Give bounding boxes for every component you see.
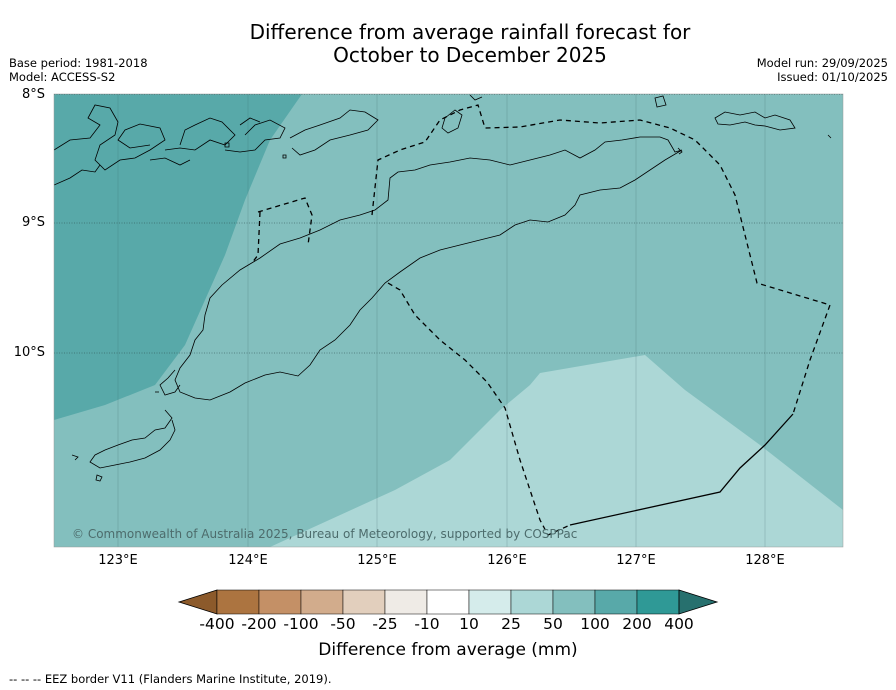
lon-label: 123°E — [98, 553, 138, 568]
lon-label: 127°E — [616, 553, 656, 568]
lon-label: 124°E — [228, 553, 268, 568]
lat-label: 10°S — [13, 345, 45, 360]
colorbar-title: Difference from average (mm) — [318, 640, 578, 660]
colorbar-swatch — [258, 589, 302, 615]
colorbar-arrow-low — [177, 589, 218, 615]
colorbar-tick-label: -200 — [241, 615, 277, 633]
lat-label: 9°S — [21, 215, 45, 230]
colorbar-swatch — [594, 589, 638, 615]
colorbar-swatch — [468, 589, 512, 615]
band-25-50-area — [270, 355, 843, 547]
issued-date: Issued: 01/10/2025 — [777, 70, 888, 84]
lon-label: 126°E — [487, 553, 527, 568]
copyright-notice: © Commonwealth of Australia 2025, Bureau… — [72, 527, 578, 541]
model-run: Model run: 29/09/2025 — [756, 56, 888, 70]
colorbar-swatch — [342, 589, 386, 615]
colorbar-tick-label: -25 — [372, 615, 398, 633]
colorbar-tick-label: -400 — [199, 615, 235, 633]
lat-label: 8°S — [21, 87, 45, 102]
colorbar-tick-label: 200 — [622, 615, 652, 633]
colorbar — [177, 589, 719, 615]
colorbar-tick-label: 400 — [664, 615, 694, 633]
maritime-boundary — [569, 413, 794, 526]
model-name: Model: ACCESS-S2 — [9, 70, 116, 84]
colorbar-swatch — [300, 589, 344, 615]
footnote-eez: -- -- -- EEZ border V11 (Flanders Marine… — [9, 672, 332, 686]
colorbar-swatch — [216, 589, 260, 615]
colorbar-tick-label: -10 — [414, 615, 440, 633]
lon-label: 128°E — [745, 553, 785, 568]
lon-label: 125°E — [357, 553, 397, 568]
colorbar-swatch — [552, 589, 596, 615]
colorbar-arrow-high — [678, 589, 719, 615]
base-period: Base period: 1981-2018 — [9, 56, 148, 70]
colorbar-tick-label: 25 — [501, 615, 521, 633]
map-title-line-2: October to December 2025 — [333, 43, 607, 67]
colorbar-tick-label: 10 — [459, 615, 479, 633]
map-title-line-1: Difference from average rainfall forecas… — [249, 20, 691, 44]
eez-border — [251, 104, 831, 536]
colorbar-tick-label: -100 — [283, 615, 319, 633]
map-frame — [53, 93, 844, 548]
band-100-200-area — [54, 94, 302, 420]
colorbar-tick-label: -50 — [330, 615, 356, 633]
colorbar-swatch — [510, 589, 554, 615]
colorbar-swatch — [384, 589, 428, 615]
colorbar-tick-label: 100 — [580, 615, 610, 633]
graticule — [54, 94, 843, 354]
colorbar-tick-label: 50 — [543, 615, 563, 633]
colorbar-swatch — [426, 589, 470, 615]
coastlines — [54, 94, 832, 482]
colorbar-swatch — [636, 589, 680, 615]
